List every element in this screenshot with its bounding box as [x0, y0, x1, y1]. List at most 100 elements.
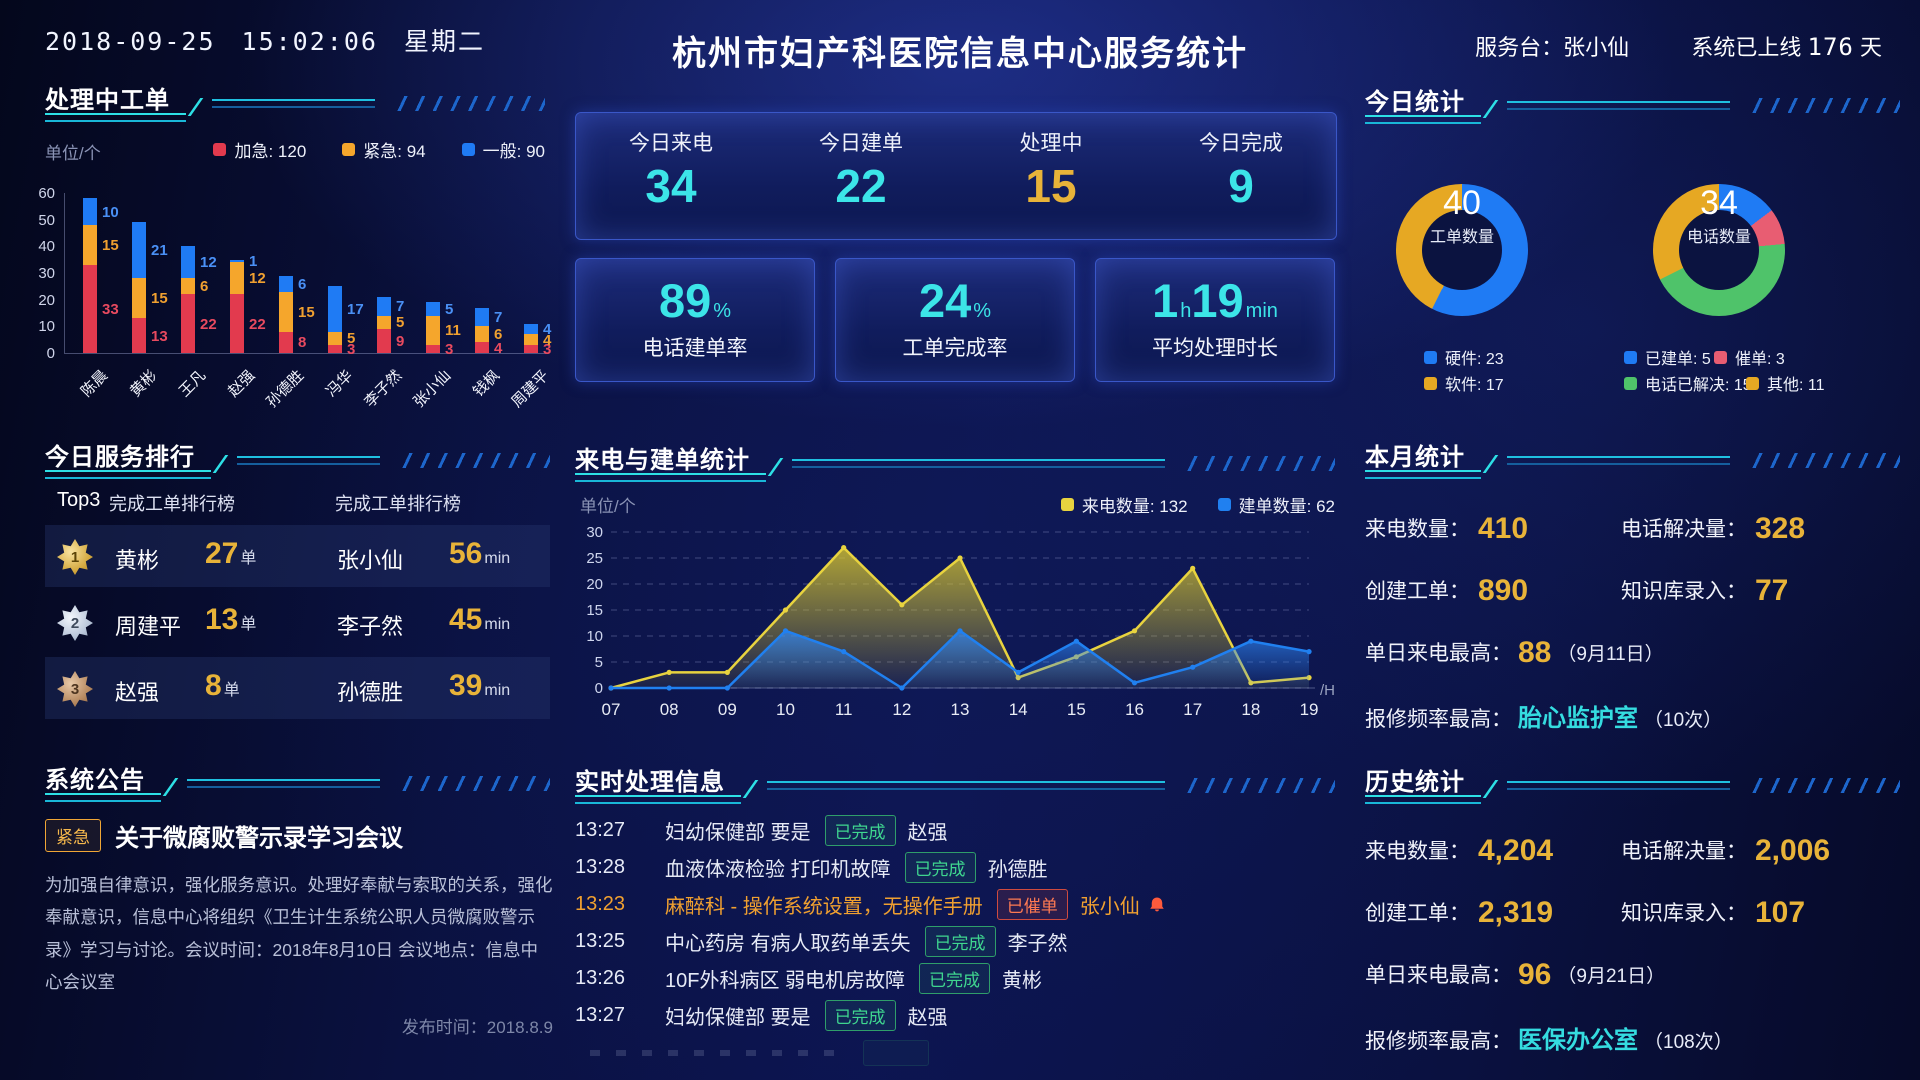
- legend-swatch: [1624, 350, 1637, 364]
- bar-value-label: 5: [445, 301, 454, 318]
- section-header-bars: 处理中工单: [45, 80, 545, 122]
- status-badge-urged: 已催单: [996, 889, 1068, 920]
- bar-segment-紧急: [475, 326, 489, 343]
- bar-value-label: 3: [347, 341, 356, 358]
- section-header-month: 本月统计: [1365, 437, 1900, 479]
- kpi-value: 1 h19 min: [1152, 274, 1278, 327]
- today-stat-label: 今日来电: [629, 132, 713, 155]
- rank-table-header: Top3 完成工单排行榜 完成工单排行榜: [45, 487, 550, 519]
- bar-segment-加急: [426, 345, 440, 353]
- workorder-count: 40: [1443, 184, 1481, 222]
- realtime-ghost-row: [575, 1038, 1335, 1072]
- section-title: 系统公告: [45, 767, 145, 794]
- today-stat-处理中: 处理中 15: [956, 113, 1146, 239]
- bar-segment-紧急: [328, 331, 342, 345]
- history-freq-note: （108次）: [1644, 1032, 1733, 1053]
- bar-value-label: 15: [151, 290, 168, 308]
- today-stat-value: 9: [1228, 160, 1254, 212]
- y-tick: 0: [46, 345, 55, 362]
- realtime-row: 13:26 10F外科病区 弱电机房故障 已完成 黄彬: [575, 960, 1335, 997]
- bar-segment-紧急: [279, 291, 293, 332]
- bar-segment-一般: [83, 198, 97, 225]
- event-description: 妇幼保健部 要是: [665, 822, 811, 844]
- section-line: [1507, 456, 1730, 465]
- bar-value-label: 5: [396, 314, 405, 332]
- handler-name: 李子然: [1007, 933, 1068, 955]
- kpi-label: 电话建单率: [642, 337, 748, 360]
- bar-chart-unit-label: 单位/个: [45, 144, 101, 163]
- bar-value-label: 10: [102, 203, 119, 221]
- bar-category-label: 钱枫: [469, 367, 504, 401]
- month-stat-item: 电话解决量： 328: [1621, 512, 1806, 545]
- bar-segment-加急: [279, 331, 293, 353]
- handler-name: 孙德胜: [987, 859, 1048, 881]
- month-peak-row: 单日来电最高： 88 （9月11日）: [1365, 636, 1664, 669]
- section-slashes: [1745, 453, 1900, 468]
- legend-item-来电数量: 来电数量: 132: [1060, 492, 1188, 517]
- history-stat-value: 107: [1755, 896, 1806, 929]
- today-stat-今日完成: 今日完成 9: [1146, 113, 1336, 239]
- kpi-label: 平均处理时长: [1152, 337, 1278, 360]
- svg-text:25: 25: [586, 550, 603, 567]
- legend-swatch: [1060, 498, 1074, 511]
- month-peak-value: 88: [1518, 636, 1552, 669]
- svg-text:08: 08: [660, 700, 679, 719]
- bar-value-label: 11: [445, 322, 461, 340]
- history-stats: 来电数量： 4,204 电话解决量： 2,006 创建工单： 2,319 知识库录入： 107…: [1365, 822, 1905, 1070]
- bar-value-label: 12: [200, 254, 217, 272]
- rank-minutes-unit: min: [484, 682, 511, 699]
- bar-segment-紧急: [230, 262, 244, 295]
- clock-time: 15:02:06: [241, 27, 378, 56]
- section-step: [162, 778, 179, 796]
- svg-text:15: 15: [1067, 700, 1086, 719]
- history-peak-value: 96: [1518, 958, 1552, 991]
- today-stat-今日来电: 今日来电 34: [576, 113, 766, 239]
- bar-chart-legend: 加急: 120 紧急: 94 一般: 90: [213, 137, 545, 162]
- svg-text:/H: /H: [1320, 682, 1335, 699]
- calls-count: 34: [1700, 184, 1738, 222]
- legend-hardware: 硬件: 23: [1424, 345, 1504, 369]
- bar-value-label: 17: [347, 301, 364, 318]
- section-underline: [575, 795, 741, 804]
- ghost-badge: [863, 1040, 929, 1066]
- legend-swatch: [1746, 376, 1759, 390]
- workorder-donut-center: 40 工单数量: [1396, 184, 1528, 247]
- bar-value-label: 15: [102, 237, 119, 254]
- month-stat-value: 77: [1755, 574, 1789, 607]
- today-summary-panel: 今日来电 34 今日建单 22 处理中 15 今日完成 9: [575, 112, 1337, 240]
- bar-segment-加急: [377, 329, 391, 353]
- legend-software: 软件: 17: [1424, 371, 1504, 395]
- status-badge-done: 已完成: [919, 963, 991, 994]
- kpi-boxes: 89% 电话建单率 24% 工单完成率 1 h19 min 平均处理时长: [575, 258, 1335, 382]
- section-slashes: [1180, 778, 1335, 793]
- rank-name: 周建平: [115, 614, 182, 639]
- system-notice: 紧急 关于微腐败警示录学习会议 为加强自律意识，强化服务意识。处理好奉献与索取的关…: [45, 818, 553, 1038]
- kpi-unit: h: [1180, 300, 1192, 322]
- svg-text:0: 0: [595, 680, 603, 697]
- bar-value-label: 22: [200, 315, 217, 333]
- month-stat-row: 来电数量： 410 电话解决量： 328: [1365, 500, 1905, 562]
- calls-area-chart: 0 5 10 15 20 25 30 07 08 09 10 11 12 13 14 15 16 17 18 19/H: [575, 520, 1335, 735]
- svg-text:20: 20: [586, 576, 603, 593]
- kpi-unit: %: [713, 300, 732, 322]
- section-line: [1507, 781, 1730, 790]
- section-header-calls: 来电与建单统计: [575, 440, 1335, 482]
- legend-label: 建单数量: 62: [1238, 497, 1335, 516]
- svg-text:09: 09: [718, 700, 737, 719]
- rank-order-count: 27 单: [205, 537, 257, 570]
- y-tick: 40: [38, 238, 55, 256]
- kpi-unit-2: min: [1245, 300, 1278, 322]
- bar-segment-紧急: [83, 225, 97, 265]
- bar-value-label: 5: [347, 330, 356, 348]
- bar-segment-紧急: [524, 334, 538, 345]
- bar-value-label: 22: [249, 315, 266, 333]
- status-badge-done: 已完成: [824, 815, 896, 846]
- svg-text:19: 19: [1300, 700, 1319, 719]
- notice-publish-time: 发布时间：2018.8.9: [401, 1017, 553, 1037]
- legend-created: 已建单: 5: [1624, 345, 1711, 369]
- uptime-prefix: 系统已上线: [1691, 35, 1802, 60]
- month-stat-item: 知识库录入： 77: [1621, 574, 1789, 607]
- event-time: 13:26: [575, 967, 626, 989]
- bar-value-label: 6: [200, 278, 209, 296]
